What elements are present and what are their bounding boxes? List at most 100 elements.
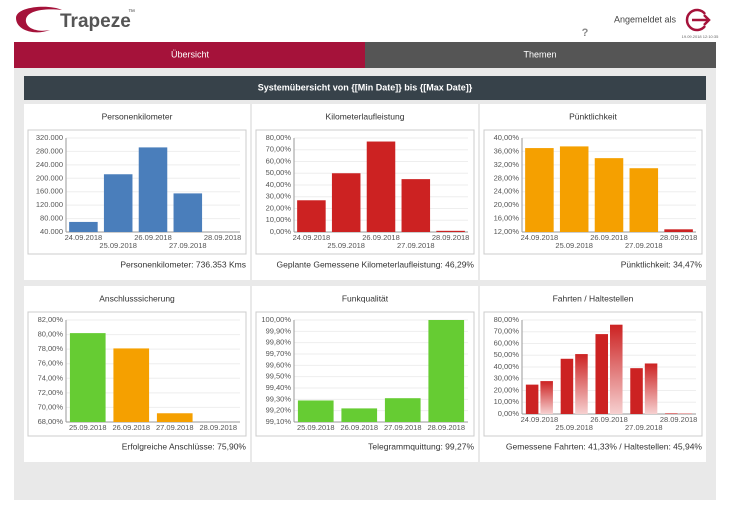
y-tick-label: 78,00% bbox=[38, 344, 64, 353]
logo-tm: ™ bbox=[128, 9, 135, 16]
y-tick-label: 70,00% bbox=[38, 402, 64, 411]
y-tick-label: 70,00% bbox=[266, 145, 292, 154]
y-tick-label: 99,50% bbox=[266, 372, 292, 381]
chart-box bbox=[483, 311, 703, 437]
x-tick-label: 26.09.2018 bbox=[112, 423, 150, 432]
y-tick-label: 20,00% bbox=[494, 200, 520, 209]
x-tick-label: 24.09.2018 bbox=[521, 233, 559, 242]
x-tick-label: 24.09.2018 bbox=[521, 415, 559, 424]
x-tick-label: 28.09.2018 bbox=[432, 233, 470, 242]
y-tick-label: 28,00% bbox=[494, 173, 520, 182]
y-tick-label: 50,00% bbox=[494, 350, 520, 359]
y-tick-label: 74,00% bbox=[38, 373, 64, 382]
y-tick-label: 60,00% bbox=[266, 156, 292, 165]
bar bbox=[595, 334, 608, 414]
tab-active[interactable] bbox=[14, 42, 365, 68]
bar bbox=[69, 333, 106, 422]
y-tick-label: 40,00% bbox=[494, 133, 520, 142]
logo-text: Trapeze bbox=[60, 11, 131, 32]
y-tick-label: 40,00% bbox=[266, 180, 292, 189]
bar bbox=[679, 413, 693, 414]
y-tick-label: 99,30% bbox=[266, 394, 292, 403]
bar bbox=[629, 168, 659, 232]
y-tick-label: 30,00% bbox=[494, 374, 520, 383]
x-tick-label: 25.09.2018 bbox=[555, 423, 593, 432]
bar bbox=[575, 354, 588, 414]
tab-label[interactable]: Übersicht bbox=[171, 49, 210, 59]
y-tick-label: 70,00% bbox=[494, 327, 520, 336]
y-tick-label: 12,00% bbox=[494, 227, 520, 236]
y-tick-label: 68,00% bbox=[38, 417, 64, 426]
bar bbox=[69, 221, 98, 232]
x-tick-label: 28.09.2018 bbox=[427, 423, 465, 432]
y-tick-label: 72,00% bbox=[38, 388, 64, 397]
bar bbox=[297, 200, 326, 232]
x-tick-label: 27.09.2018 bbox=[169, 241, 207, 250]
bar bbox=[559, 146, 589, 232]
x-tick-label: 24.09.2018 bbox=[293, 233, 331, 242]
logo-swoosh bbox=[16, 6, 62, 33]
panel-title: Systemübersicht von {[Min Date]} bis {[M… bbox=[258, 82, 473, 92]
bar bbox=[173, 193, 203, 232]
chart-title: Fahrten / Haltestellen bbox=[553, 293, 634, 303]
bar bbox=[525, 148, 554, 232]
y-tick-label: 20,00% bbox=[494, 385, 520, 394]
panel-header bbox=[24, 76, 706, 100]
bar bbox=[594, 158, 624, 232]
y-tick-label: 76,00% bbox=[38, 359, 64, 368]
tab[interactable] bbox=[365, 42, 716, 68]
x-tick-label: 26.09.2018 bbox=[590, 233, 628, 242]
bar bbox=[138, 147, 168, 232]
y-tick-label: 10,00% bbox=[494, 397, 520, 406]
bar bbox=[630, 368, 643, 414]
chart-box bbox=[255, 129, 475, 255]
y-tick-label: 36,00% bbox=[494, 146, 520, 155]
logout-icon[interactable] bbox=[685, 8, 711, 32]
bar bbox=[665, 413, 678, 414]
x-tick-label: 25.09.2018 bbox=[99, 241, 137, 250]
user-label: Angemeldet als bbox=[614, 14, 677, 24]
chart-footer: Pünktlichkeit: 34,47% bbox=[621, 259, 703, 269]
bar bbox=[156, 413, 193, 422]
help-icon[interactable]: ? bbox=[582, 27, 589, 39]
chart-title: Funkqualität bbox=[342, 293, 389, 303]
chart-title: Kilometerlaufleistung bbox=[326, 111, 405, 121]
y-tick-label: 99,70% bbox=[266, 349, 292, 358]
y-tick-label: 80,00% bbox=[266, 133, 292, 142]
y-tick-label: 99,80% bbox=[266, 338, 292, 347]
y-tick-label: 30,00% bbox=[266, 192, 292, 201]
x-tick-label: 27.09.2018 bbox=[397, 241, 435, 250]
y-tick-label: 60,00% bbox=[494, 338, 520, 347]
y-tick-label: 40.000 bbox=[40, 227, 63, 236]
x-tick-label: 25.09.2018 bbox=[69, 423, 107, 432]
bar bbox=[341, 408, 378, 422]
y-tick-label: 80,00% bbox=[38, 330, 64, 339]
y-tick-label: 10,00% bbox=[266, 215, 292, 224]
bar bbox=[560, 358, 574, 414]
y-tick-label: 82,00% bbox=[38, 315, 64, 324]
bar bbox=[331, 173, 361, 232]
x-tick-label: 28.09.2018 bbox=[199, 423, 237, 432]
y-tick-label: 50,00% bbox=[266, 168, 292, 177]
y-tick-label: 24,00% bbox=[494, 187, 520, 196]
bar bbox=[113, 348, 150, 422]
x-tick-label: 25.09.2018 bbox=[327, 241, 365, 250]
bar bbox=[297, 400, 334, 422]
y-tick-label: 99,90% bbox=[266, 326, 292, 335]
bar bbox=[540, 381, 553, 414]
x-tick-label: 25.09.2018 bbox=[555, 241, 593, 250]
bar bbox=[610, 324, 623, 414]
chart-title: Anschlusssicherung bbox=[99, 293, 175, 303]
bar bbox=[644, 363, 658, 414]
bar bbox=[525, 384, 539, 414]
tab-label[interactable]: Themen bbox=[523, 49, 556, 59]
chart-footer: Geplante Gemessene Kilometerlaufleistung… bbox=[276, 259, 474, 269]
x-tick-label: 27.09.2018 bbox=[625, 241, 663, 250]
chart-title: Personenkilometer bbox=[102, 111, 173, 121]
y-tick-label: 160.000 bbox=[36, 187, 63, 196]
x-tick-label: 27.09.2018 bbox=[384, 423, 422, 432]
y-tick-label: 0,00% bbox=[498, 409, 520, 418]
y-tick-label: 99,10% bbox=[266, 417, 292, 426]
bar bbox=[436, 230, 465, 232]
